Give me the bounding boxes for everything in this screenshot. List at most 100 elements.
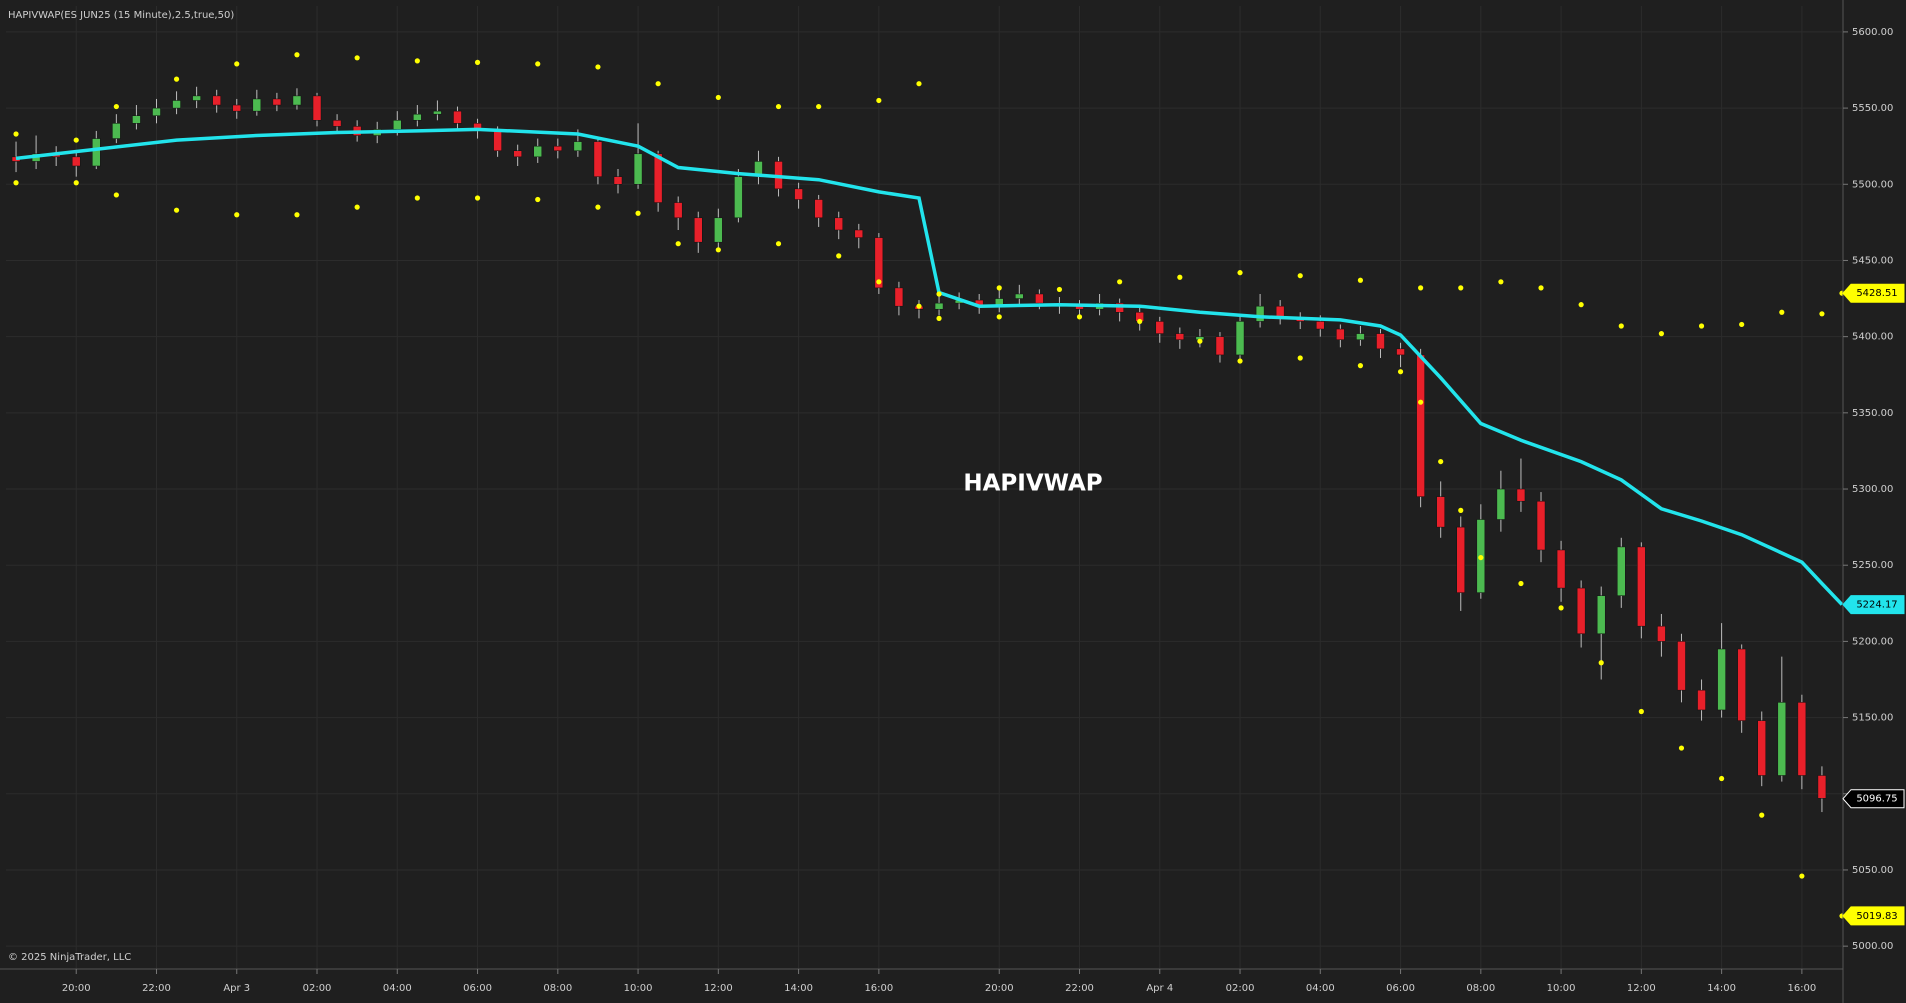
candle-body (1817, 775, 1827, 799)
price-flag (1842, 595, 1905, 615)
band-dot (1056, 286, 1063, 293)
candle-body (613, 176, 623, 185)
candle-body (312, 95, 322, 121)
band-dot (1819, 311, 1825, 317)
candle-body (874, 237, 884, 289)
y-tick-label: 5450.00 (1852, 255, 1893, 266)
band-dot (234, 61, 240, 67)
candle-body (1717, 648, 1726, 711)
candle-body (112, 123, 121, 139)
x-tick-label: 08:00 (543, 983, 572, 994)
y-tick-label: 5250.00 (1852, 560, 1893, 571)
band-dot (836, 253, 842, 259)
band-dot (1799, 873, 1805, 879)
band-dot (916, 303, 922, 309)
candle-body (573, 141, 583, 152)
x-tick-label: 14:00 (784, 983, 813, 994)
candle-body (1255, 305, 1265, 322)
price-flag-label: 5224.17 (1856, 600, 1897, 611)
band-dot (876, 279, 882, 285)
band-dot (1297, 355, 1303, 361)
candle-body (1235, 321, 1245, 356)
band-dot (414, 58, 420, 64)
candle-body (1416, 354, 1425, 497)
band-dot (414, 195, 420, 201)
x-tick-label: 02:00 (303, 983, 332, 994)
candle-body (1516, 488, 1526, 502)
band-dot (1618, 323, 1624, 329)
x-tick-label: 04:00 (383, 983, 412, 994)
y-tick-label: 5400.00 (1852, 332, 1893, 343)
candle-body (1576, 587, 1586, 635)
band-dot (1076, 314, 1083, 320)
candle-body (794, 188, 803, 200)
band-dot (1518, 580, 1524, 587)
price-flag-label: 5019.83 (1856, 911, 1897, 922)
band-dot (996, 285, 1002, 291)
candle-body (814, 199, 823, 219)
price-flag (1842, 283, 1905, 303)
candle-body (453, 110, 462, 124)
candle-body (493, 130, 502, 152)
band-dot (595, 64, 601, 70)
y-tick-label: 5500.00 (1852, 179, 1893, 190)
band-dot (1418, 285, 1424, 291)
candle-body (413, 113, 422, 121)
candle-body (1496, 488, 1506, 520)
band-dot (354, 204, 360, 210)
band-dot (113, 103, 119, 110)
band-dot (775, 241, 782, 247)
candle-body (653, 153, 663, 203)
candle-body (172, 100, 181, 109)
band-dot (113, 192, 119, 198)
y-tick-label: 5050.00 (1852, 865, 1893, 876)
band-dot (996, 314, 1002, 320)
candle-body (1316, 321, 1325, 330)
band-dot (775, 103, 782, 110)
y-tick-label: 5350.00 (1852, 408, 1893, 419)
grid (6, 6, 1842, 969)
band-dot (474, 59, 481, 65)
candle-body (1637, 546, 1646, 627)
x-tick-label: 10:00 (1547, 983, 1576, 994)
band-dot (13, 131, 19, 137)
y-tick-label: 5200.00 (1852, 636, 1893, 647)
price-flag-label: 5428.51 (1856, 288, 1897, 299)
band-dot (173, 207, 180, 213)
candle-body (272, 98, 282, 106)
band-dot (73, 137, 79, 143)
band-dot (1197, 338, 1203, 344)
candle-body (1657, 625, 1666, 642)
candle-body (1356, 333, 1365, 340)
band-dot (1237, 270, 1243, 276)
band-dot (1658, 331, 1665, 337)
candle-body (292, 95, 302, 106)
candle-body (1596, 595, 1606, 635)
band-dot (1638, 708, 1644, 715)
band-dot (1237, 358, 1243, 364)
band-dot (1438, 458, 1444, 465)
band-dot (173, 76, 180, 82)
band-dot (535, 196, 541, 203)
candle-body (854, 229, 864, 238)
candle-body (673, 202, 683, 219)
candle-body (894, 287, 904, 307)
x-tick-label: Apr 3 (223, 983, 250, 994)
watermark: HAPIVWAP (963, 471, 1102, 497)
x-tick-label: 22:00 (142, 983, 171, 994)
candle-body (152, 107, 161, 116)
candle-body (1556, 549, 1566, 589)
band-dot (535, 61, 541, 67)
vwap-line (15, 127, 1844, 606)
band-dot (1739, 321, 1745, 328)
band-dot (1357, 363, 1364, 369)
candle-body (1617, 546, 1626, 596)
band-dot (1538, 285, 1544, 291)
band-dot (1719, 775, 1725, 782)
band-dot (1759, 812, 1765, 818)
x-tick-label: Apr 4 (1146, 983, 1173, 994)
plot (11, 52, 1845, 919)
candle-body (1015, 293, 1024, 299)
x-tick-label: 16:00 (864, 983, 893, 994)
